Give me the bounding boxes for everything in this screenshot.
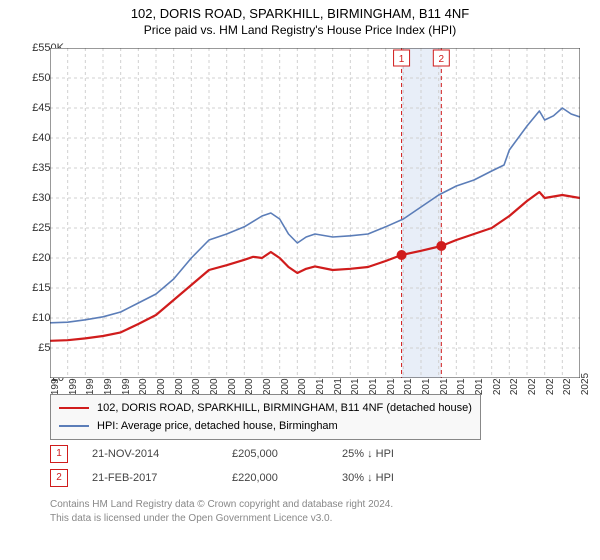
- footer-line2: This data is licensed under the Open Gov…: [50, 512, 393, 526]
- legend-swatch-hpi: [59, 425, 89, 427]
- chart-title-line2: Price paid vs. HM Land Registry's House …: [0, 23, 600, 37]
- svg-text:2: 2: [439, 54, 445, 65]
- legend-swatch-subject: [59, 407, 89, 409]
- sale-date: 21-FEB-2017: [92, 466, 232, 490]
- chart-title-line1: 102, DORIS ROAD, SPARKHILL, BIRMINGHAM, …: [0, 6, 600, 21]
- legend: 102, DORIS ROAD, SPARKHILL, BIRMINGHAM, …: [50, 394, 481, 440]
- footer-line1: Contains HM Land Registry data © Crown c…: [50, 498, 393, 512]
- sale-date: 21-NOV-2014: [92, 442, 232, 466]
- line-chart: 12: [50, 48, 580, 378]
- table-row: 2 21-FEB-2017 £220,000 30% ↓ HPI: [50, 466, 452, 490]
- sale-delta: 30% ↓ HPI: [342, 466, 452, 490]
- legend-label-subject: 102, DORIS ROAD, SPARKHILL, BIRMINGHAM, …: [97, 399, 472, 417]
- sale-price: £205,000: [232, 442, 342, 466]
- title-block: 102, DORIS ROAD, SPARKHILL, BIRMINGHAM, …: [0, 0, 600, 37]
- x-tick-label: 2025: [580, 373, 591, 395]
- sales-table: 1 21-NOV-2014 £205,000 25% ↓ HPI 2 21-FE…: [50, 442, 452, 490]
- sale-delta: 25% ↓ HPI: [342, 442, 452, 466]
- sale-marker-1-icon: 1: [50, 445, 68, 463]
- legend-item-subject: 102, DORIS ROAD, SPARKHILL, BIRMINGHAM, …: [59, 399, 472, 417]
- footer: Contains HM Land Registry data © Crown c…: [50, 498, 393, 526]
- sale-marker-2-icon: 2: [50, 469, 68, 487]
- legend-item-hpi: HPI: Average price, detached house, Birm…: [59, 417, 472, 435]
- svg-text:1: 1: [399, 54, 405, 65]
- chart-container: 102, DORIS ROAD, SPARKHILL, BIRMINGHAM, …: [0, 0, 600, 560]
- sale-price: £220,000: [232, 466, 342, 490]
- legend-label-hpi: HPI: Average price, detached house, Birm…: [97, 417, 338, 435]
- table-row: 1 21-NOV-2014 £205,000 25% ↓ HPI: [50, 442, 452, 466]
